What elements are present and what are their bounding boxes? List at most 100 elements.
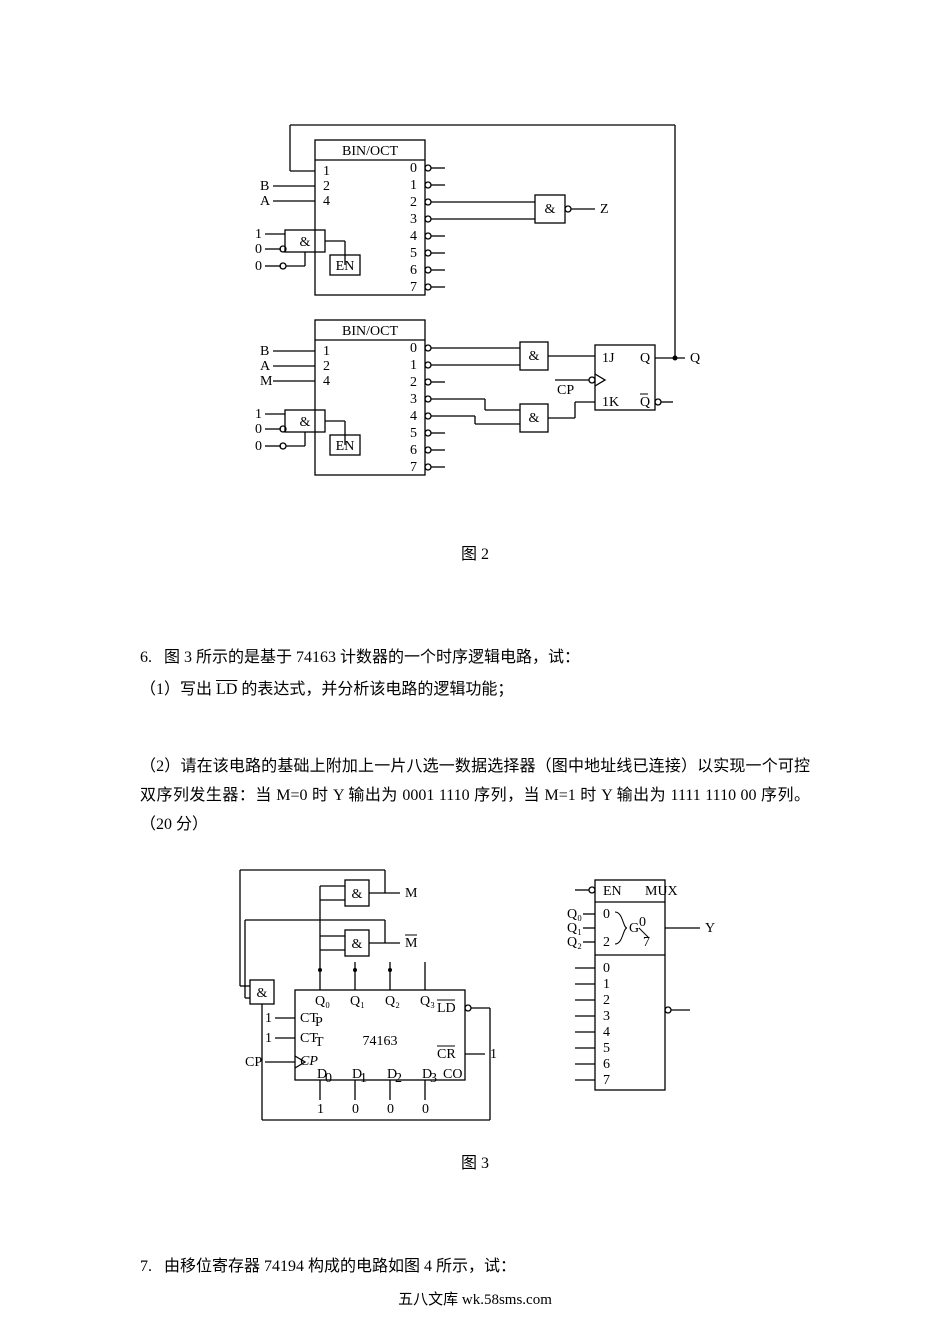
svg-text:1: 1 [490, 1047, 497, 1062]
svg-text:CP: CP [557, 383, 574, 398]
svg-text:0: 0 [639, 915, 646, 930]
page-footer: 五八文库 wk.58sms.com [0, 1287, 950, 1314]
svg-text:&: & [352, 937, 363, 952]
svg-text:0: 0 [603, 961, 610, 976]
svg-text:0: 0 [255, 439, 262, 454]
fig2-svg: BIN/OCT 1 2 4 B A & EN 1 0 [245, 110, 705, 520]
svg-text:0: 0 [325, 1071, 332, 1086]
svg-text:5: 5 [603, 1041, 610, 1056]
svg-text:1: 1 [603, 977, 610, 992]
svg-text:2: 2 [410, 195, 417, 210]
svg-text:1: 1 [410, 358, 417, 373]
svg-text:1: 1 [323, 164, 330, 179]
svg-text:7: 7 [643, 935, 650, 950]
svg-text:BIN/OCT: BIN/OCT [342, 324, 398, 339]
ld-overline: LD [216, 676, 237, 705]
svg-text:6: 6 [410, 443, 417, 458]
svg-text:Y: Y [705, 921, 715, 936]
svg-text:0: 0 [352, 1102, 359, 1117]
svg-text:&: & [300, 415, 311, 430]
svg-text:&: & [257, 986, 268, 1001]
svg-text:Q: Q [640, 395, 650, 410]
svg-text:7: 7 [410, 280, 417, 295]
svg-text:4: 4 [323, 374, 330, 389]
svg-text:4: 4 [410, 409, 417, 424]
svg-text:CR: CR [437, 1047, 456, 1062]
svg-text:Q: Q [690, 351, 700, 366]
svg-text:2: 2 [323, 179, 330, 194]
svg-text:T: T [315, 1035, 324, 1050]
svg-text:6: 6 [603, 1057, 610, 1072]
svg-text:3: 3 [410, 392, 417, 407]
svg-text:EN: EN [336, 439, 355, 454]
svg-text:0: 0 [603, 907, 610, 922]
svg-text:7: 7 [410, 460, 417, 475]
svg-text:Q₂: Q₂ [385, 994, 400, 1009]
svg-text:MUX: MUX [645, 884, 678, 899]
svg-text:M: M [405, 936, 418, 951]
svg-text:&: & [529, 349, 540, 364]
svg-text:0: 0 [422, 1102, 429, 1117]
q7-stem-text: 由移位寄存器 74194 构成的电路如图 4 所示，试： [164, 1258, 516, 1275]
q6-part2: （2）请在该电路的基础上附加上一片八选一数据选择器（图中地址线已连接）以实现一个… [140, 753, 810, 839]
svg-text:1: 1 [265, 1011, 272, 1026]
figure-2-label: 图 2 [140, 541, 810, 570]
svg-text:M: M [260, 374, 273, 389]
svg-text:1: 1 [265, 1031, 272, 1046]
svg-text:2: 2 [603, 935, 610, 950]
svg-text:2: 2 [323, 359, 330, 374]
svg-text:&: & [529, 411, 540, 426]
svg-text:B: B [260, 344, 269, 359]
svg-text:1J: 1J [602, 351, 615, 366]
q6-p1-a: （1）写出 [140, 681, 216, 698]
svg-text:CP: CP [300, 1054, 318, 1069]
svg-text:2: 2 [395, 1071, 402, 1086]
svg-text:0: 0 [255, 259, 262, 274]
svg-text:Q₂: Q₂ [567, 935, 582, 950]
q6-p1-b: 的表达式，并分析该电路的逻辑功能； [237, 681, 513, 698]
svg-text:5: 5 [410, 246, 417, 261]
svg-text:Q: Q [640, 351, 650, 366]
svg-text:1K: 1K [602, 395, 619, 410]
svg-text:4: 4 [603, 1025, 610, 1040]
svg-text:1: 1 [323, 344, 330, 359]
svg-text:1: 1 [317, 1102, 324, 1117]
svg-text:0: 0 [255, 422, 262, 437]
svg-text:6: 6 [410, 263, 417, 278]
svg-text:M: M [405, 886, 418, 901]
svg-text:1: 1 [410, 178, 417, 193]
q7-number: 7. [140, 1253, 152, 1282]
svg-text:3: 3 [430, 1071, 437, 1086]
svg-text:3: 3 [410, 212, 417, 227]
svg-text:0: 0 [387, 1102, 394, 1117]
svg-text:1: 1 [255, 227, 262, 242]
svg-text:4: 4 [410, 229, 417, 244]
svg-text:&: & [545, 202, 556, 217]
svg-text:0: 0 [410, 161, 417, 176]
svg-text:7: 7 [603, 1073, 610, 1088]
svg-text:LD: LD [437, 1001, 456, 1016]
svg-text:BIN/OCT: BIN/OCT [342, 144, 398, 159]
svg-text:4: 4 [323, 194, 330, 209]
svg-text:A: A [260, 359, 271, 374]
svg-text:CP: CP [245, 1055, 262, 1070]
svg-text:2: 2 [410, 375, 417, 390]
q6-stem: 6. 图 3 所示的是基于 74163 计数器的一个时序逻辑电路，试： [140, 644, 810, 673]
svg-text:Q₁: Q₁ [567, 921, 582, 936]
svg-text:&: & [300, 235, 311, 250]
svg-text:2: 2 [603, 993, 610, 1008]
svg-text:EN: EN [336, 259, 355, 274]
svg-text:G: G [629, 921, 639, 936]
svg-text:5: 5 [410, 426, 417, 441]
q6-number: 6. [140, 644, 152, 673]
svg-text:3: 3 [603, 1009, 610, 1024]
svg-text:A: A [260, 194, 271, 209]
svg-text:&: & [352, 887, 363, 902]
figure-3: 74163 Q₀ Q₁ Q₂ Q₃ LD CR 1 CTP CTT CP 1 1… [140, 850, 810, 1141]
svg-text:74163: 74163 [363, 1034, 398, 1049]
svg-text:Q₁: Q₁ [350, 994, 365, 1009]
svg-text:P: P [315, 1015, 323, 1030]
svg-text:EN: EN [603, 884, 622, 899]
svg-text:1: 1 [255, 407, 262, 422]
svg-text:Z: Z [600, 202, 609, 217]
